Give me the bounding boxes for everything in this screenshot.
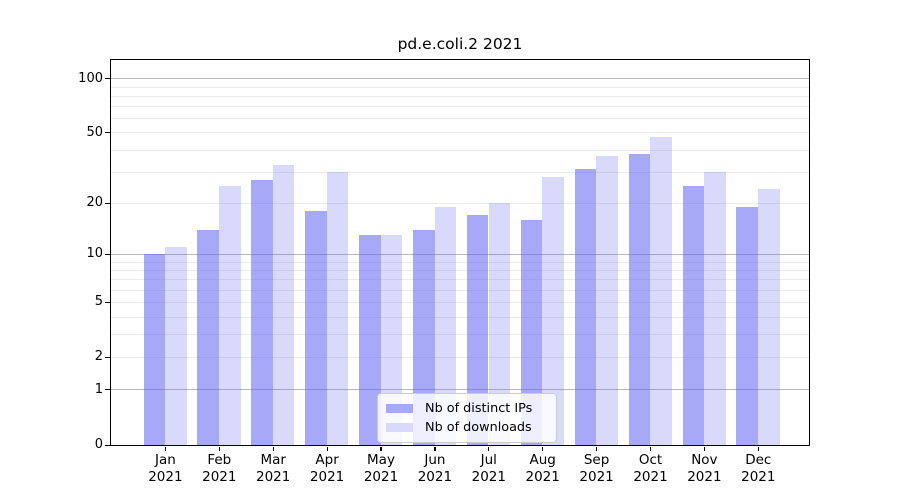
x-tick-label-apr: Apr 2021 (309, 452, 345, 485)
x-tick-label-oct: Oct 2021 (633, 452, 668, 485)
bar-downloads-dec (758, 188, 780, 445)
legend-label-downloads: Nb of downloads (425, 420, 532, 435)
bar-downloads-mar (272, 164, 295, 445)
bar-downloads-oct (650, 137, 672, 445)
x-tick-label-jul: Jul 2021 (471, 452, 506, 485)
x-tick-mark (380, 446, 382, 452)
legend-label-distinct-ips: Nb of distinct IPs (425, 401, 533, 416)
bar-downloads-jun (434, 206, 457, 445)
bar-ips-oct (628, 153, 651, 445)
x-tick-mark (326, 446, 328, 452)
gridline-minor (111, 118, 809, 120)
bar-ips-nov (682, 185, 705, 445)
y-tick-mark (104, 77, 110, 80)
y-tick-label: 0 (94, 437, 103, 453)
y-tick-label: 100 (78, 70, 103, 86)
legend-swatch-downloads (386, 422, 413, 433)
y-tick-label: 2 (94, 349, 103, 365)
bar-ips-apr (305, 210, 327, 445)
x-tick-label-sep: Sep 2021 (579, 452, 614, 485)
x-tick-label-aug: Aug 2021 (525, 452, 560, 485)
y-tick-mark (104, 132, 110, 134)
y-tick-mark (104, 202, 110, 204)
x-tick-mark (542, 446, 544, 452)
legend: Nb of distinct IPs Nb of downloads (377, 393, 557, 443)
x-tick-mark (488, 446, 490, 452)
x-tick-label-jan: Jan 2021 (148, 452, 183, 485)
y-tick-label: 50 (86, 124, 103, 140)
y-tick-label: 10 (86, 246, 103, 262)
y-tick-mark (104, 388, 110, 391)
x-tick-mark (434, 446, 436, 452)
bar-ips-feb (197, 229, 219, 445)
y-tick-label: 1 (94, 381, 103, 397)
x-tick-label-feb: Feb 2021 (202, 452, 237, 485)
x-tick-mark (596, 446, 598, 452)
bar-downloads-aug (542, 177, 564, 445)
bar-ips-dec (736, 206, 758, 445)
x-tick-mark (218, 446, 220, 452)
y-tick-label: 5 (94, 294, 103, 310)
plot-area: Nb of distinct IPs Nb of downloads (110, 59, 810, 446)
bar-ips-may (359, 234, 381, 445)
gridline-minor (111, 95, 809, 97)
bar-ips-jun (413, 229, 435, 445)
gridline-minor (111, 132, 809, 134)
x-tick-mark (272, 446, 274, 452)
x-tick-label-jun: Jun 2021 (417, 452, 453, 485)
y-tick-mark (104, 253, 110, 255)
bar-ips-jan (143, 254, 166, 445)
bar-downloads-feb (219, 185, 241, 445)
gridline-major (111, 78, 809, 80)
legend-entry-downloads: Nb of downloads (386, 418, 550, 437)
bar-downloads-jul (488, 202, 511, 445)
x-tick-label-dec: Dec 2021 (741, 452, 776, 485)
gridline-minor (111, 106, 809, 108)
bar-downloads-may (380, 234, 403, 445)
bar-downloads-jan (165, 247, 187, 445)
bar-ips-mar (251, 180, 273, 445)
bar-downloads-apr (326, 171, 349, 445)
legend-entry-distinct-ips: Nb of distinct IPs (386, 399, 550, 418)
gridline-minor (111, 149, 809, 151)
x-tick-label-nov: Nov 2021 (687, 452, 722, 485)
bar-downloads-nov (704, 171, 726, 445)
x-tick-mark (649, 446, 652, 452)
x-tick-mark (164, 446, 167, 452)
x-tick-mark (703, 446, 706, 452)
x-tick-label-may: May 2021 (363, 452, 399, 485)
bar-ips-sep (574, 169, 597, 445)
bar-downloads-sep (596, 155, 618, 445)
legend-swatch-distinct-ips (386, 403, 413, 414)
gridline-minor (111, 86, 809, 88)
x-tick-label-mar: Mar 2021 (256, 452, 291, 485)
y-tick-mark (104, 356, 110, 359)
x-tick-mark (757, 446, 759, 452)
bar-ips-jul (466, 215, 489, 445)
y-tick-mark (104, 301, 110, 304)
y-tick-label: 20 (86, 195, 103, 211)
bar-ips-aug (520, 219, 543, 445)
y-tick-mark (104, 444, 110, 446)
chart-title: pd.e.coli.2 2021 (397, 35, 523, 53)
